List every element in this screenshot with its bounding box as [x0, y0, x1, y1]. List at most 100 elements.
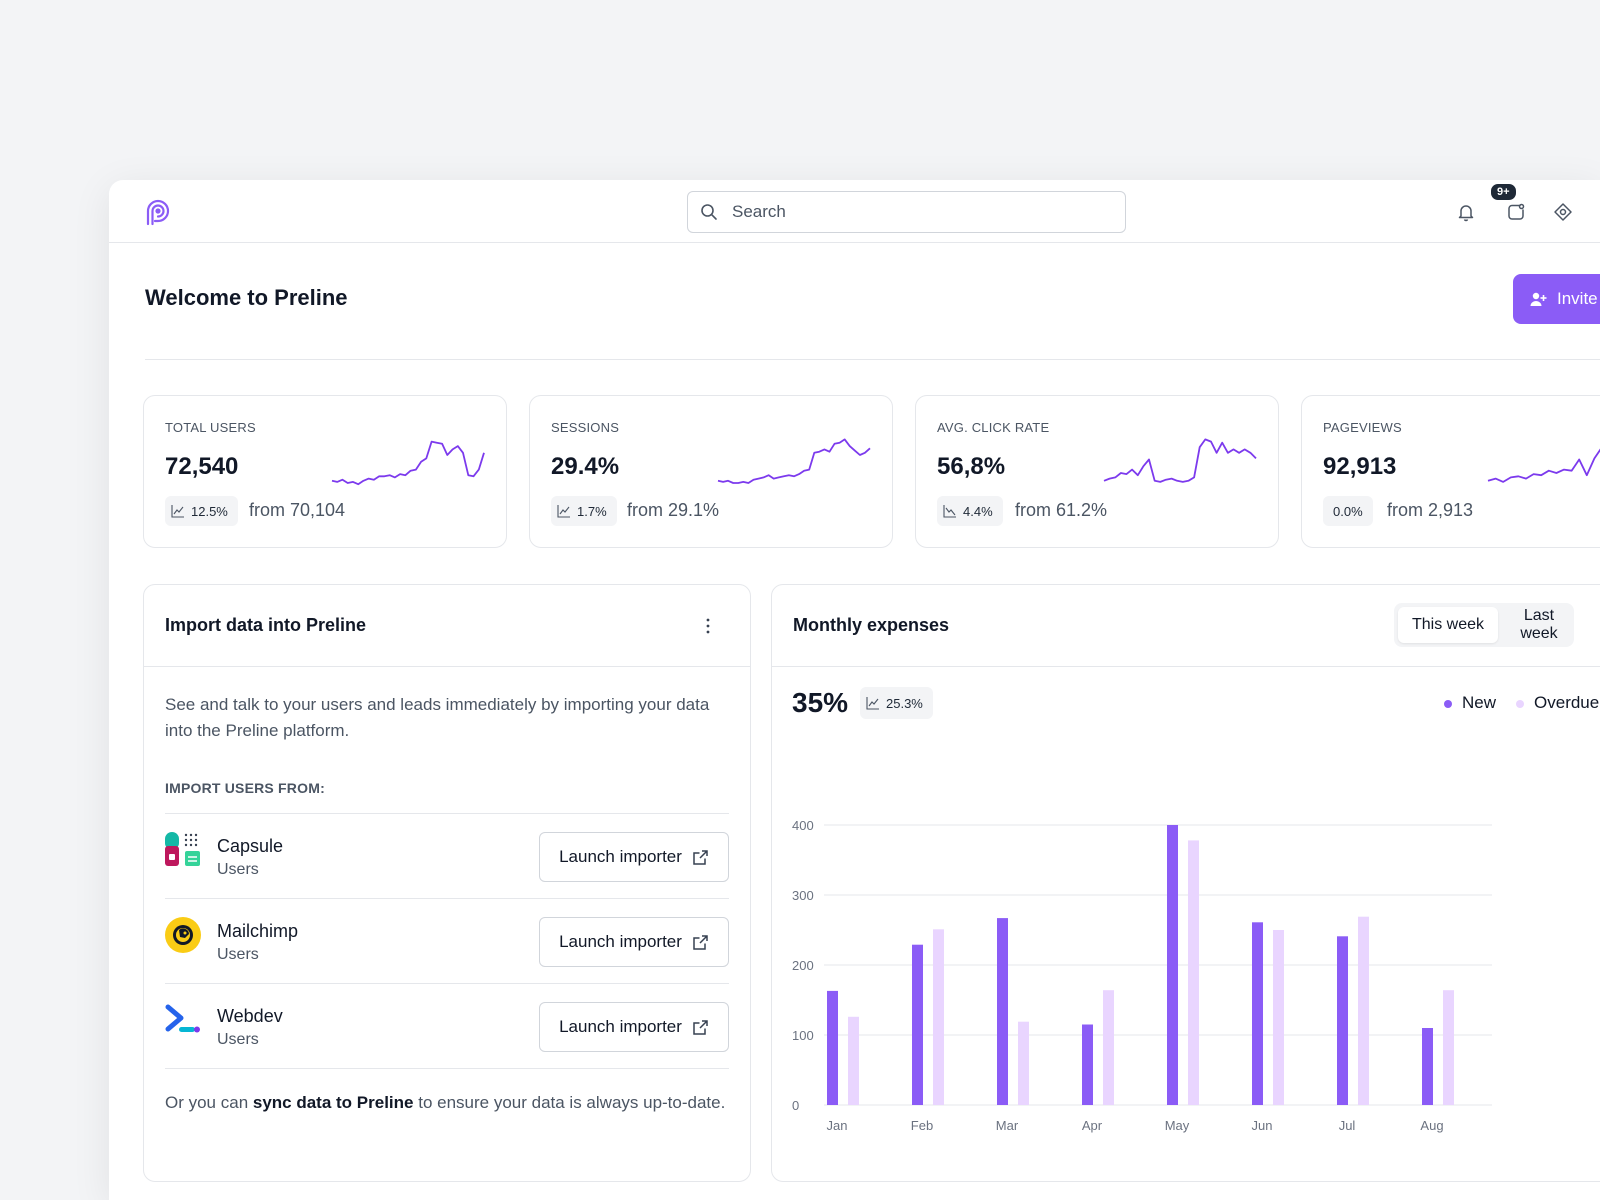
x-tick-label: Jun: [1252, 1118, 1273, 1133]
bar-overdue: [1443, 990, 1454, 1105]
stat-label: Total users: [165, 420, 256, 435]
search-box[interactable]: [687, 191, 1126, 233]
stat-change: 4.4%: [963, 503, 993, 519]
invite-button-label: Invite: [1557, 289, 1598, 308]
stat-card-pageviews: Pageviews 92,913 0.0% from 2,913: [1301, 395, 1600, 548]
x-tick-label: Jan: [827, 1118, 848, 1133]
trending-up-icon: [866, 697, 879, 710]
import-source-sub: Users: [217, 1031, 259, 1048]
stat-change: 0.0%: [1333, 503, 1363, 519]
bar-overdue: [1188, 840, 1199, 1105]
import-source-name: Mailchimp: [217, 921, 299, 941]
x-tick-label: Mar: [996, 1118, 1019, 1133]
sync-suffix: to ensure your data is always up-to-date…: [413, 1093, 726, 1112]
more-vertical-icon[interactable]: [698, 615, 718, 637]
external-link-icon: [693, 1019, 708, 1035]
bar-new: [912, 944, 923, 1105]
panel-title: Monthly expenses: [793, 615, 950, 635]
tab-last-week[interactable]: Last week: [1504, 607, 1574, 643]
sparkline-chart: [1487, 448, 1600, 483]
invite-button[interactable]: Invite: [1513, 274, 1600, 324]
stat-change: 1.7%: [577, 503, 607, 519]
stat-value: 56,8%: [937, 453, 1006, 480]
stat-value: 72,540: [165, 453, 239, 480]
panel-header: Monthly expenses This week Last week: [772, 585, 1600, 667]
stat-card-total-users: Total users 72,540 12.5% from 70,104: [143, 395, 507, 548]
stat-from: from 70,104: [249, 500, 346, 520]
bar-overdue: [1358, 916, 1369, 1105]
stat-label: Avg. Click rate: [937, 420, 1050, 435]
notification-badge: 9+: [1489, 182, 1518, 202]
bar-new: [1337, 936, 1348, 1105]
stat-from: from 61.2%: [1015, 500, 1108, 520]
stat-label: Pageviews: [1323, 420, 1402, 435]
legend-item-new: New: [1444, 693, 1496, 713]
user-plus-icon: [1530, 292, 1547, 306]
import-row-webdev: Webdev Users Launch importer: [165, 983, 729, 1069]
stat-card-sessions: Sessions 29.4% 1.7% from 29.1%: [529, 395, 893, 548]
y-tick-label: 300: [792, 888, 814, 903]
stat-value: 92,913: [1323, 453, 1397, 480]
app-window: 9+ Welcome to Preline Invite Total users…: [109, 180, 1600, 1200]
x-tick-label: Aug: [1420, 1118, 1443, 1133]
preline-logo-icon[interactable]: [143, 197, 173, 227]
mailchimp-icon: [165, 917, 201, 953]
activity-icon[interactable]: [1506, 202, 1526, 222]
sync-link[interactable]: sync data to Preline: [252, 1093, 414, 1112]
sparkline-chart: [717, 438, 871, 484]
bar-new: [1167, 825, 1178, 1105]
legend-dot-overdue: [1516, 699, 1525, 708]
trending-up-icon: [557, 505, 570, 518]
settings-icon[interactable]: [1553, 202, 1573, 222]
launch-importer-label: Launch importer: [559, 847, 682, 866]
bar-new: [1082, 1024, 1093, 1105]
stat-card-avg-click-rate: Avg. Click rate 56,8% 4.4% from 61.2%: [915, 395, 1279, 548]
panel-title: Import data into Preline: [165, 615, 367, 635]
x-tick-label: May: [1165, 1118, 1190, 1133]
legend-label: Overdue: [1534, 693, 1600, 712]
monthly-expenses-bar-chart: 0100200300400JanFebMarAprMayJunJulAugSep: [792, 818, 1492, 1133]
import-source-sub: Users: [217, 861, 259, 878]
bar-new: [997, 918, 1008, 1105]
stat-from: from 2,913: [1387, 500, 1474, 520]
trending-down-icon: [943, 505, 956, 518]
header-divider: [145, 359, 1600, 360]
page-title: Welcome to Preline: [145, 285, 348, 310]
bar-overdue: [933, 929, 944, 1105]
y-tick-label: 200: [792, 958, 814, 973]
bar-overdue: [848, 1016, 859, 1105]
search-input[interactable]: [732, 202, 1092, 222]
external-link-icon: [693, 934, 708, 950]
x-tick-label: Jul: [1339, 1118, 1356, 1133]
launch-importer-label: Launch importer: [559, 1017, 682, 1036]
import-divider: [165, 1068, 729, 1069]
bar-new: [1422, 1028, 1433, 1105]
bar-new: [1252, 922, 1263, 1105]
x-tick-label: Apr: [1082, 1118, 1103, 1133]
sync-prefix: Or you can: [165, 1093, 253, 1112]
import-from-label: IMPORT USERS FROM:: [165, 780, 325, 796]
stat-label: Sessions: [551, 420, 620, 435]
chart-legend: New Overdue: [1444, 693, 1599, 713]
launch-importer-button-capsule[interactable]: Launch importer: [539, 832, 729, 882]
tab-this-week[interactable]: This week: [1398, 607, 1499, 643]
bell-icon[interactable]: [1456, 202, 1476, 222]
search-icon: [701, 204, 717, 220]
import-row-mailchimp: Mailchimp Users Launch importer: [165, 898, 729, 984]
stat-change-badge: 0.0%: [1323, 496, 1373, 526]
launch-importer-button-webdev[interactable]: Launch importer: [539, 1002, 729, 1052]
expenses-percent: 35%: [792, 687, 849, 718]
panel-header: Import data into Preline: [144, 585, 750, 667]
webdev-icon: [165, 1004, 200, 1033]
sparkline-chart: [331, 440, 485, 486]
import-source-name: Webdev: [217, 1006, 283, 1026]
sparkline-chart: [1103, 438, 1257, 483]
bar-overdue: [1018, 1021, 1029, 1105]
y-tick-label: 400: [792, 818, 814, 833]
launch-importer-button-mailchimp[interactable]: Launch importer: [539, 917, 729, 967]
y-tick-label: 0: [792, 1098, 799, 1113]
launch-importer-label: Launch importer: [559, 932, 682, 951]
import-row-capsule: Capsule Users Launch importer: [165, 813, 729, 899]
x-tick-label: Feb: [911, 1118, 933, 1133]
import-source-sub: Users: [217, 946, 259, 963]
